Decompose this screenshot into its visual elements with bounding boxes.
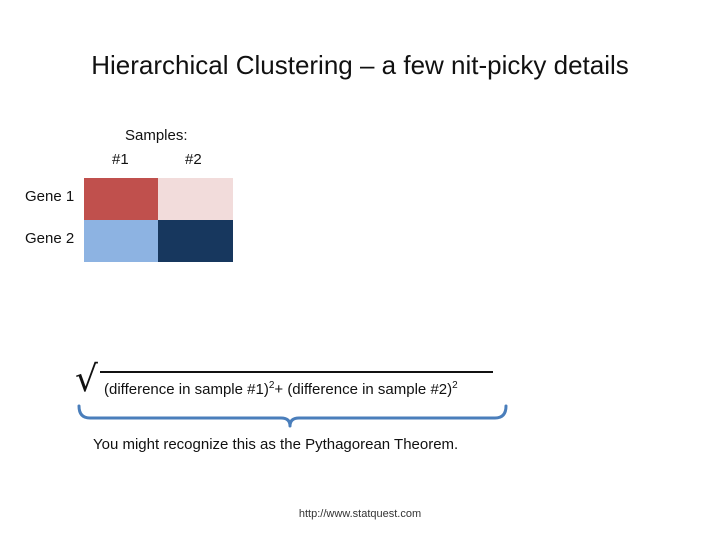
square-root-bar bbox=[100, 371, 493, 373]
formula-exponent-1: 2 bbox=[268, 380, 275, 391]
gene-1-label: Gene 1 bbox=[25, 188, 75, 205]
gene-2-label: Gene 2 bbox=[25, 230, 75, 247]
formula-exponent-2: 2 bbox=[452, 380, 458, 391]
sample-2-label: #2 bbox=[185, 151, 202, 168]
samples-label: Samples: bbox=[125, 127, 188, 144]
distance-formula: (difference in sample #1)2+ (difference … bbox=[104, 380, 458, 399]
formula-term-1: (difference in sample #1) bbox=[104, 381, 269, 398]
square-root-symbol: √ bbox=[75, 359, 98, 400]
heatmap-cell-gene2-sample1 bbox=[84, 220, 158, 262]
formula-term-2: (difference in sample #2) bbox=[287, 381, 453, 398]
caption: You might recognize this as the Pythagor… bbox=[93, 436, 459, 453]
sample-1-label: #1 bbox=[112, 151, 129, 168]
heatmap-cell-gene1-sample1 bbox=[84, 178, 158, 220]
heatmap bbox=[84, 178, 233, 262]
heatmap-cell-gene1-sample2 bbox=[158, 178, 233, 220]
formula-plus: + bbox=[274, 381, 288, 398]
footer-url[interactable]: http://www.statquest.com bbox=[298, 508, 422, 520]
curly-brace bbox=[77, 404, 508, 428]
slide-title: Hierarchical Clustering – a few nit-pick… bbox=[91, 50, 629, 80]
heatmap-cell-gene2-sample2 bbox=[158, 220, 233, 262]
curly-brace-path bbox=[77, 404, 508, 428]
